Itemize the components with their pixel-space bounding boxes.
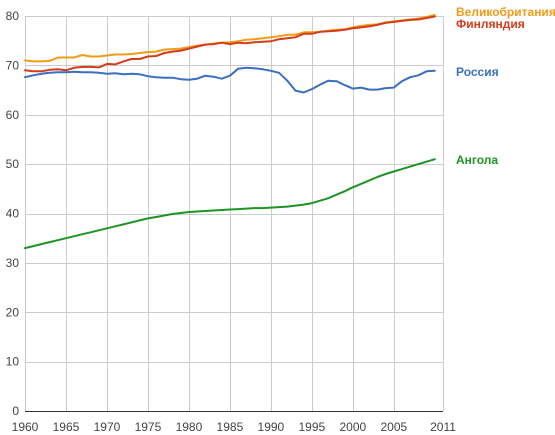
x-tick-label: 1970 [94,420,121,434]
x-tick-label: 1965 [53,420,80,434]
y-tick-label: 60 [6,108,20,122]
y-tick-label: 40 [6,207,20,221]
series-line [24,15,436,73]
series-label: Россия [456,65,499,79]
series-label: Великобритания [456,5,555,19]
x-tick-label: 1990 [258,420,285,434]
series-label: Ангола [456,153,498,167]
x-tick-label: 1985 [217,420,244,434]
series-line [24,158,436,250]
series-line [24,14,436,63]
y-tick-label: 20 [6,305,20,319]
x-tick-label: 1960 [12,420,39,434]
y-axis-tick-labels: 0 10 20 30 40 50 60 70 80 [6,9,20,418]
y-tick-label: 50 [6,157,20,171]
series-line [24,66,436,94]
grid-lines [25,16,444,412]
x-tick-label: 2005 [380,420,407,434]
y-tick-label: 30 [6,256,20,270]
x-tick-label: 1975 [135,420,162,434]
series-label: Финляндия [456,17,525,31]
y-tick-label: 0 [12,404,19,418]
x-tick-label: 2000 [339,420,366,434]
y-tick-label: 70 [6,58,20,72]
x-tick-label: 1980 [176,420,203,434]
x-tick-label: 2011 [430,420,456,434]
x-tick-label: 1995 [299,420,326,434]
x-axis-tick-labels: 1960 1965 1970 1975 1980 1985 1990 1995 2000 2005… [12,420,457,434]
series-lines [24,14,436,250]
y-tick-label: 80 [6,9,20,23]
y-tick-label: 10 [6,355,20,369]
